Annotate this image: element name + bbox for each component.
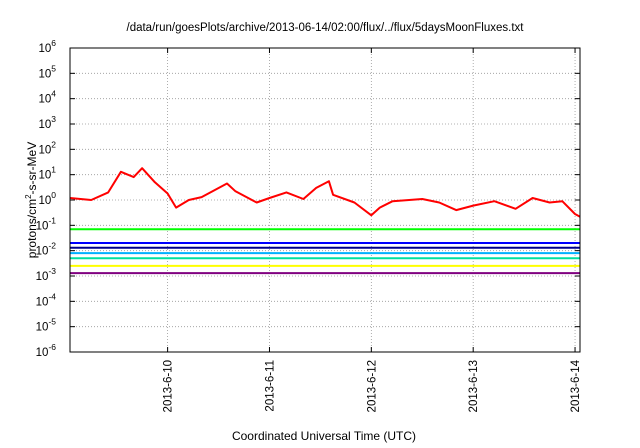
x-axis: 2013-6-10 2013-6-11 2013-6-12 2013-6-13 2013… [163,48,582,412]
y-tick-label: 10-2 [36,241,57,258]
y-tick-label: 10-6 [36,342,57,359]
y-axis-label-rest: -s-sr-MeV [25,142,39,195]
grid [70,48,580,352]
x-tick-label: 2013-6-12 [366,360,378,412]
x-tick-label: 2013-6-13 [468,360,480,412]
y-tick-label: 104 [38,89,56,106]
y-tick-label: 105 [38,63,56,80]
chart-title: /data/run/goesPlots/archive/2013-06-14/0… [127,22,525,34]
y-tick-label: 102 [38,139,56,156]
x-tick-label: 2013-6-11 [264,360,276,412]
y-axis-label-main: protons/cm [25,199,39,258]
x-tick-label: 2013-6-14 [570,359,582,412]
y-tick-label: 10-5 [36,317,57,334]
series-group [69,167,581,275]
y-axis: 10-6 10-5 10-4 10-3 10-2 10-1 100 101 102 103 104 1… [36,38,580,359]
y-axis-label-sup: 2 [24,194,33,199]
y-tick-label: 10-1 [36,215,57,232]
y-tick-label: 10-3 [36,266,57,283]
y-tick-label: 100 [38,190,56,207]
y-tick-label: 103 [38,114,56,131]
y-axis-label: protons/cm2-s-sr-MeV [24,142,39,258]
x-tick-label: 2013-6-10 [163,360,175,412]
y-tick-label: 106 [38,38,56,55]
x-axis-label: Coordinated Universal Time (UTC) [232,429,416,443]
series-line-0 [69,167,581,218]
y-tick-label: 101 [38,165,56,182]
y-tick-label: 10-4 [36,291,57,308]
